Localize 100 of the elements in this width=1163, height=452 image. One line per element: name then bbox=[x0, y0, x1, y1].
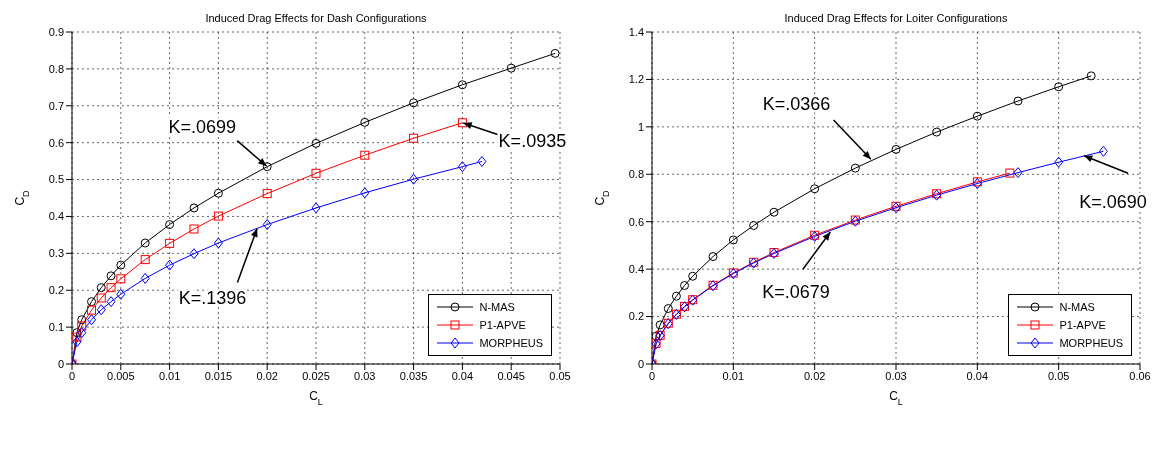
point bbox=[140, 272, 150, 284]
point bbox=[680, 281, 690, 291]
y-tick-label: 0.8 bbox=[48, 62, 64, 75]
y-tick-label: 0.2 bbox=[48, 284, 64, 297]
point bbox=[360, 150, 370, 160]
y-tick-label: 1 bbox=[637, 120, 644, 133]
annotation: K=.0679 bbox=[762, 281, 830, 302]
x-tick-label: 0.04 bbox=[966, 369, 989, 382]
point bbox=[140, 238, 150, 248]
point bbox=[749, 221, 759, 231]
point bbox=[652, 331, 661, 341]
point bbox=[189, 248, 199, 260]
point bbox=[213, 237, 223, 249]
point bbox=[106, 271, 116, 281]
point bbox=[360, 117, 370, 127]
point bbox=[769, 207, 779, 217]
legend-label: P1-APVE bbox=[479, 319, 526, 331]
x-tick-label: 0.005 bbox=[107, 369, 135, 382]
x-tick-label: 0.04 bbox=[451, 369, 474, 382]
point bbox=[1086, 71, 1096, 81]
y-tick-label: 0.8 bbox=[628, 168, 644, 181]
x-tick-label: 0.035 bbox=[399, 369, 428, 382]
point bbox=[932, 127, 942, 137]
point bbox=[311, 168, 321, 178]
x-tick-label: 0.01 bbox=[158, 369, 181, 382]
x-tick-label: 0.05 bbox=[1047, 369, 1070, 382]
point bbox=[106, 296, 116, 308]
y-tick-label: 0.6 bbox=[48, 136, 64, 149]
point bbox=[165, 259, 175, 271]
point bbox=[262, 162, 272, 172]
point bbox=[72, 332, 82, 342]
annotation: K=.0690 bbox=[1079, 192, 1147, 213]
point bbox=[1013, 167, 1023, 179]
x-tick-label: 0.01 bbox=[722, 369, 745, 382]
y-tick-label: 0 bbox=[57, 357, 64, 370]
point bbox=[77, 315, 87, 325]
y-tick-label: 0.3 bbox=[48, 247, 64, 260]
point bbox=[96, 293, 106, 303]
annotation: K=.0935 bbox=[498, 131, 567, 152]
x-tick-label: 0 bbox=[648, 369, 656, 382]
point bbox=[708, 252, 718, 262]
point bbox=[550, 48, 560, 58]
point bbox=[96, 283, 106, 293]
x-axis-title: C$_{L}$ bbox=[889, 389, 903, 407]
point bbox=[688, 271, 698, 281]
y-tick-label: 0.7 bbox=[48, 99, 64, 112]
y-tick-label: 0.1 bbox=[48, 321, 64, 334]
point bbox=[477, 155, 487, 167]
point bbox=[72, 328, 82, 338]
point bbox=[116, 274, 126, 284]
x-tick-label: 0.03 bbox=[885, 369, 907, 382]
point bbox=[457, 118, 467, 128]
y-tick-label: 1.2 bbox=[628, 73, 644, 86]
point bbox=[87, 305, 97, 315]
point bbox=[1054, 156, 1064, 168]
legend-label: P1-APVE bbox=[1059, 319, 1106, 331]
legend-label: N-MAS bbox=[1059, 301, 1095, 313]
point bbox=[850, 163, 860, 173]
point bbox=[1098, 145, 1108, 157]
point bbox=[87, 314, 97, 326]
x-tick-label: 0.03 bbox=[354, 369, 376, 382]
y-tick-label: 0.4 bbox=[628, 263, 644, 276]
point bbox=[311, 138, 321, 148]
point bbox=[409, 173, 419, 185]
point bbox=[728, 235, 738, 245]
point bbox=[87, 297, 97, 307]
point bbox=[409, 133, 419, 143]
x-tick-label: 0.02 bbox=[803, 369, 826, 382]
x-tick-label: 0.045 bbox=[497, 369, 525, 382]
point bbox=[213, 211, 223, 221]
y-tick-label: 0 bbox=[637, 357, 644, 370]
point bbox=[360, 187, 370, 199]
x-tick-label: 0.025 bbox=[302, 369, 330, 382]
point bbox=[165, 220, 175, 230]
point bbox=[77, 327, 87, 339]
legend-label: N-MAS bbox=[479, 301, 515, 313]
chart-title: Induced Drag Effects for Loiter Configurations bbox=[783, 12, 1009, 24]
point bbox=[165, 238, 175, 248]
y-tick-label: 0.9 bbox=[48, 25, 64, 38]
x-tick-label: 0.02 bbox=[256, 369, 278, 382]
point bbox=[1005, 168, 1015, 178]
point bbox=[140, 255, 150, 265]
point bbox=[457, 161, 467, 173]
point bbox=[457, 80, 467, 90]
point bbox=[106, 283, 116, 293]
x-axis-title: C$_{L}$ bbox=[309, 389, 323, 407]
point bbox=[262, 219, 272, 231]
point bbox=[213, 188, 223, 198]
legend-label: MORPHEUS bbox=[1059, 337, 1123, 349]
point bbox=[116, 260, 126, 270]
point bbox=[1054, 82, 1064, 92]
y-tick-label: 1.4 bbox=[628, 25, 644, 38]
point bbox=[72, 336, 82, 348]
annotation: K=.0366 bbox=[762, 93, 831, 114]
x-tick-label: 0.05 bbox=[549, 369, 571, 382]
annotation: K=.1396 bbox=[178, 288, 247, 309]
point bbox=[671, 291, 681, 301]
point bbox=[655, 320, 665, 330]
y-tick-label: 0.5 bbox=[48, 173, 64, 186]
point bbox=[189, 203, 199, 213]
